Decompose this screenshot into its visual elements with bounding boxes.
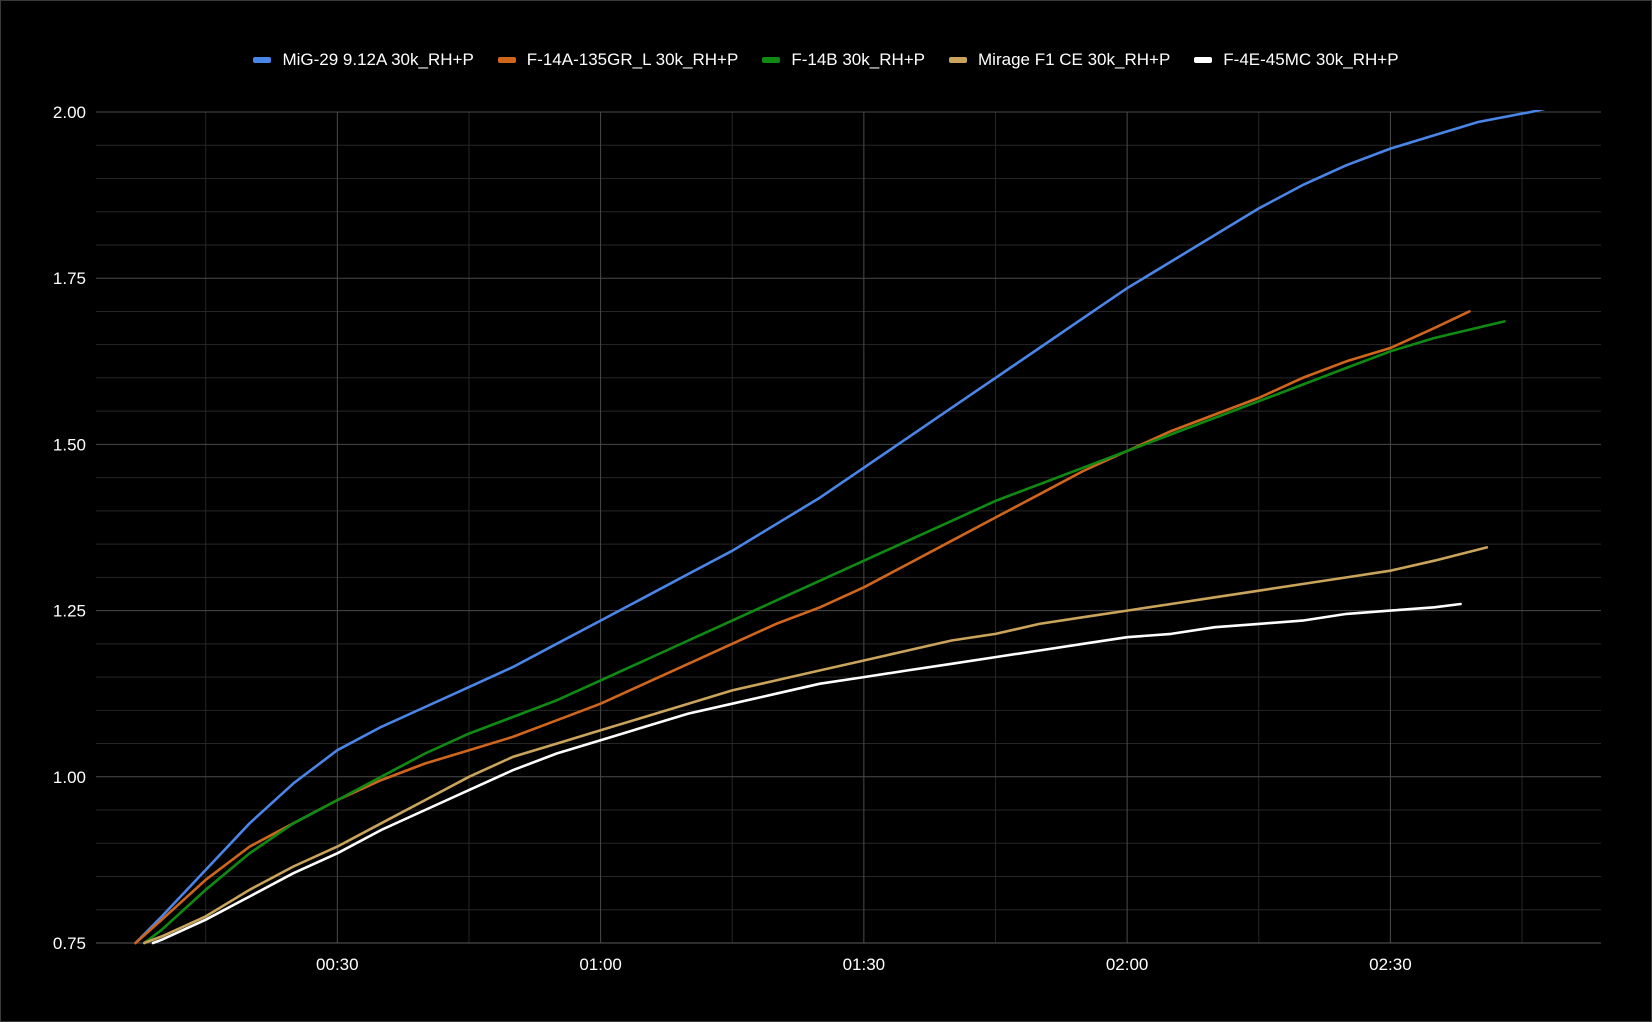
legend-swatch-f14a [497, 57, 516, 63]
y-axis-tick-labels: 0.75 1.00 1.25 1.50 1.75 2.00 [53, 103, 86, 953]
legend-item-f4e[interactable]: F-4E-45MC 30k_RH+P [1194, 50, 1399, 70]
series-line-4[interactable] [151, 602, 1462, 945]
y-tick-label: 2.00 [53, 103, 86, 122]
y-tick-label: 1.75 [53, 269, 86, 288]
legend-item-mirage[interactable]: Mirage F1 CE 30k_RH+P [949, 50, 1170, 70]
legend-label-mig29: MiG-29 9.12A 30k_RH+P [282, 50, 474, 69]
legend-item-f14a[interactable]: F-14A-135GR_L 30k_RH+P [497, 50, 739, 70]
x-tick-label: 02:30 [1369, 955, 1412, 974]
legend-label-f4e: F-4E-45MC 30k_RH+P [1223, 50, 1399, 69]
x-tick-label: 01:00 [579, 955, 622, 974]
legend-label-mirage: Mirage F1 CE 30k_RH+P [978, 50, 1171, 69]
legend-item-f14b[interactable]: F-14B 30k_RH+P [762, 50, 925, 70]
series-line-2[interactable] [143, 320, 1506, 945]
legend-swatch-f14b [762, 57, 781, 63]
major-gridlines [96, 111, 1601, 944]
minor-gridlines [96, 112, 1601, 943]
legend-swatch-mig29 [253, 57, 272, 63]
y-tick-label: 0.75 [53, 934, 86, 953]
legend-swatch-mirage [949, 57, 968, 63]
x-tick-label: 02:00 [1106, 955, 1149, 974]
y-tick-label: 1.00 [53, 768, 86, 787]
chart-legend: MiG-29 9.12A 30k_RH+P F-14A-135GR_L 30k_… [0, 48, 1652, 72]
series-line-3[interactable] [143, 546, 1489, 945]
legend-label-f14a: F-14A-135GR_L 30k_RH+P [526, 50, 739, 69]
series-lines [134, 95, 1602, 945]
x-tick-label: 01:30 [843, 955, 886, 974]
y-tick-label: 1.50 [53, 435, 86, 454]
legend-item-mig29[interactable]: MiG-29 9.12A 30k_RH+P [253, 50, 474, 70]
x-tick-label: 00:30 [316, 955, 359, 974]
series-line-0[interactable] [134, 95, 1602, 945]
legend-label-f14b: F-14B 30k_RH+P [791, 50, 926, 69]
y-tick-label: 1.25 [53, 602, 86, 621]
x-axis-tick-labels: 00:30 01:00 01:30 02:00 02:30 [316, 955, 1412, 974]
legend-swatch-f4e [1194, 57, 1213, 63]
